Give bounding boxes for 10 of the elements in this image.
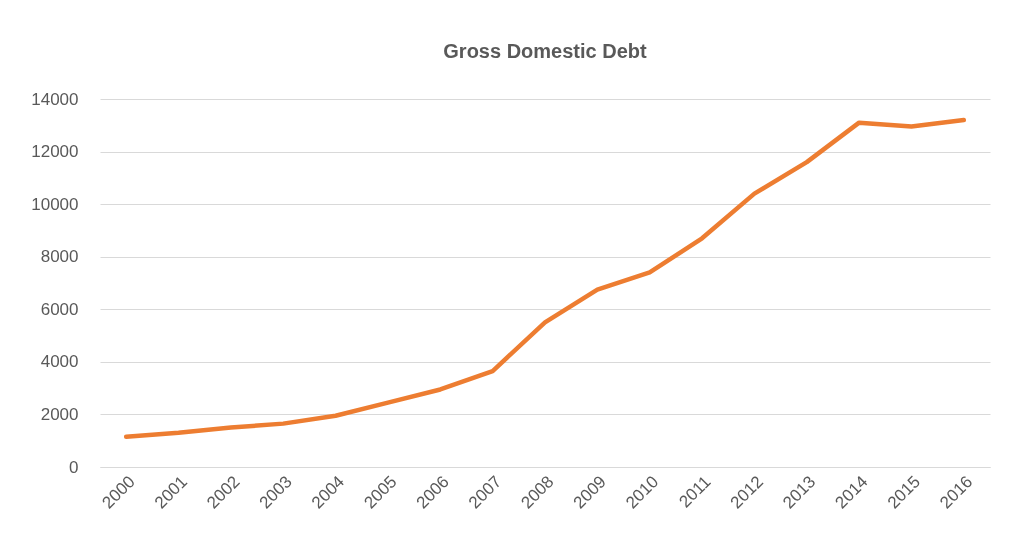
y-tick-label: 4000: [40, 352, 79, 372]
y-tick-label: 6000: [40, 299, 79, 319]
line-series: [123, 117, 967, 440]
chart-title: Gross Domestic Debt: [443, 40, 648, 62]
y-tick-label: 14000: [31, 89, 79, 109]
y-tick-label: 12000: [31, 142, 79, 162]
y-tick-label: 2000: [40, 404, 79, 424]
y-tick-label: 0: [69, 457, 79, 477]
y-tick-label: 10000: [31, 194, 79, 214]
y-tick-label: 8000: [40, 247, 79, 267]
